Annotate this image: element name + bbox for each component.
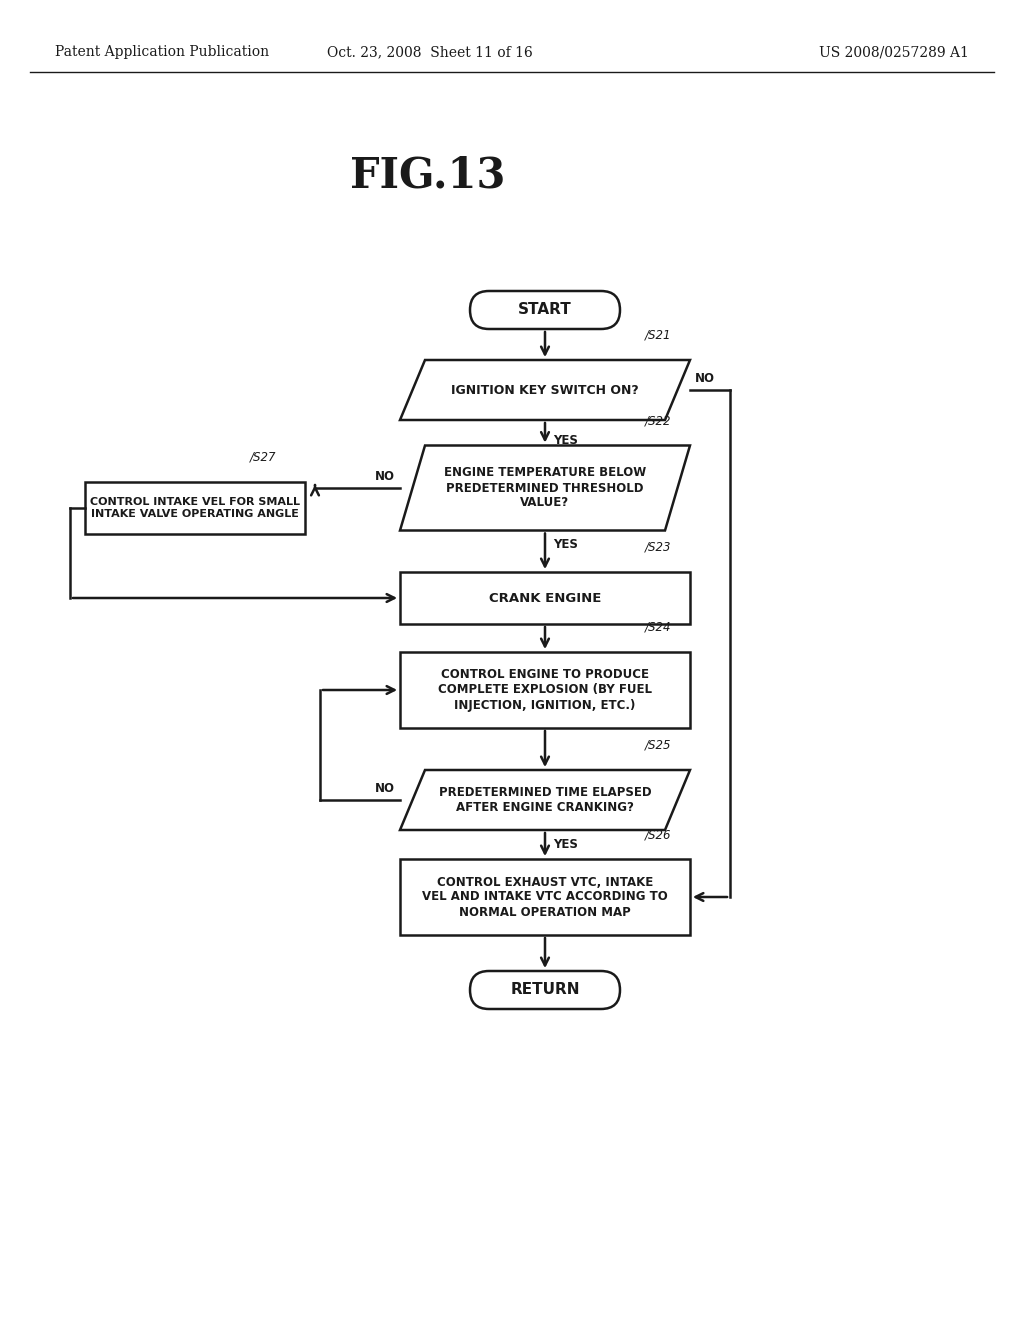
FancyBboxPatch shape: [470, 290, 620, 329]
Text: /S25: /S25: [645, 739, 672, 752]
Text: US 2008/0257289 A1: US 2008/0257289 A1: [819, 45, 969, 59]
Text: RETURN: RETURN: [510, 982, 580, 998]
Text: Oct. 23, 2008  Sheet 11 of 16: Oct. 23, 2008 Sheet 11 of 16: [327, 45, 532, 59]
Text: CONTROL ENGINE TO PRODUCE
COMPLETE EXPLOSION (BY FUEL
INJECTION, IGNITION, ETC.): CONTROL ENGINE TO PRODUCE COMPLETE EXPLO…: [438, 668, 652, 711]
Text: /S26: /S26: [645, 828, 672, 841]
Text: YES: YES: [553, 838, 578, 851]
Bar: [400, 859, 690, 935]
Text: /S23: /S23: [645, 541, 672, 554]
Text: IGNITION KEY SWITCH ON?: IGNITION KEY SWITCH ON?: [452, 384, 639, 396]
Text: CRANK ENGINE: CRANK ENGINE: [488, 591, 601, 605]
Text: YES: YES: [553, 434, 578, 447]
Text: CONTROL EXHAUST VTC, INTAKE
VEL AND INTAKE VTC ACCORDING TO
NORMAL OPERATION MAP: CONTROL EXHAUST VTC, INTAKE VEL AND INTA…: [422, 875, 668, 919]
Text: Patent Application Publication: Patent Application Publication: [55, 45, 269, 59]
Text: FIG.13: FIG.13: [350, 154, 506, 195]
Text: CONTROL INTAKE VEL FOR SMALL
INTAKE VALVE OPERATING ANGLE: CONTROL INTAKE VEL FOR SMALL INTAKE VALV…: [90, 498, 300, 519]
Text: /S27: /S27: [250, 451, 276, 465]
Text: NO: NO: [695, 372, 715, 385]
Bar: [400, 572, 690, 624]
Text: NO: NO: [375, 781, 395, 795]
FancyBboxPatch shape: [470, 972, 620, 1008]
Text: /S21: /S21: [645, 329, 672, 342]
Text: /S24: /S24: [645, 620, 672, 634]
Bar: [400, 652, 690, 729]
Polygon shape: [400, 360, 690, 420]
Bar: [85, 482, 305, 535]
Text: ENGINE TEMPERATURE BELOW
PREDETERMINED THRESHOLD
VALUE?: ENGINE TEMPERATURE BELOW PREDETERMINED T…: [443, 466, 646, 510]
Polygon shape: [400, 446, 690, 531]
Text: /S22: /S22: [645, 414, 672, 428]
Text: PREDETERMINED TIME ELAPSED
AFTER ENGINE CRANKING?: PREDETERMINED TIME ELAPSED AFTER ENGINE …: [438, 785, 651, 814]
Text: START: START: [518, 302, 571, 318]
Text: YES: YES: [553, 539, 578, 552]
Polygon shape: [400, 770, 690, 830]
Text: NO: NO: [375, 470, 395, 483]
